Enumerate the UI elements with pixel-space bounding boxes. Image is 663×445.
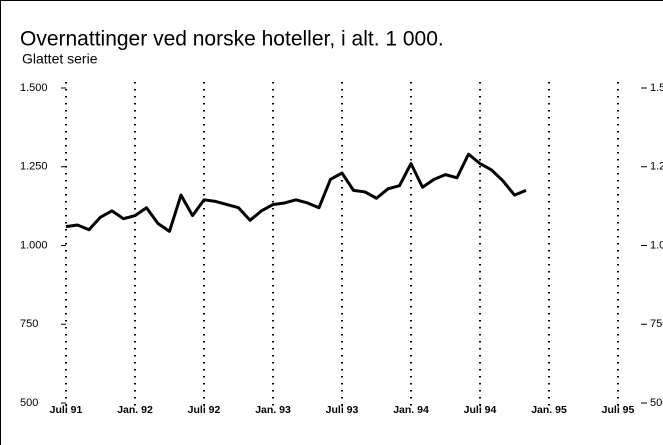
x-tick-label: Juli 91	[50, 404, 83, 416]
chart-title: Overnattinger ved norske hoteller, i alt…	[20, 28, 444, 51]
x-tick-label: Juli 95	[602, 404, 635, 416]
x-tick-label: Jan. 92	[117, 404, 153, 416]
x-tick-label: Jan. 94	[393, 404, 429, 416]
y-tick-label: 1.250	[20, 161, 48, 173]
y2-tick-label: 1.000	[650, 239, 663, 251]
y2-tick-label: 1.500	[650, 82, 663, 94]
x-tick-label: Jan. 93	[255, 404, 291, 416]
y-tick-label: 500	[20, 397, 38, 409]
y2-tick-label: 750	[650, 318, 663, 330]
data-line	[65, 152, 527, 233]
x-tick-label: Juli 94	[464, 404, 497, 416]
y-tick-label: 750	[20, 318, 38, 330]
x-tick-label: Juli 92	[188, 404, 221, 416]
y-tick-label: 1.500	[20, 82, 48, 94]
y2-tick-label: 1.250	[650, 161, 663, 173]
y-tick-label: 1.000	[20, 239, 48, 251]
x-tick-label: Juli 93	[326, 404, 359, 416]
y2-tick-label: 500	[650, 397, 663, 409]
x-tick-label: Jan. 95	[531, 404, 567, 416]
chart-subtitle: Glattet serie	[22, 51, 98, 67]
